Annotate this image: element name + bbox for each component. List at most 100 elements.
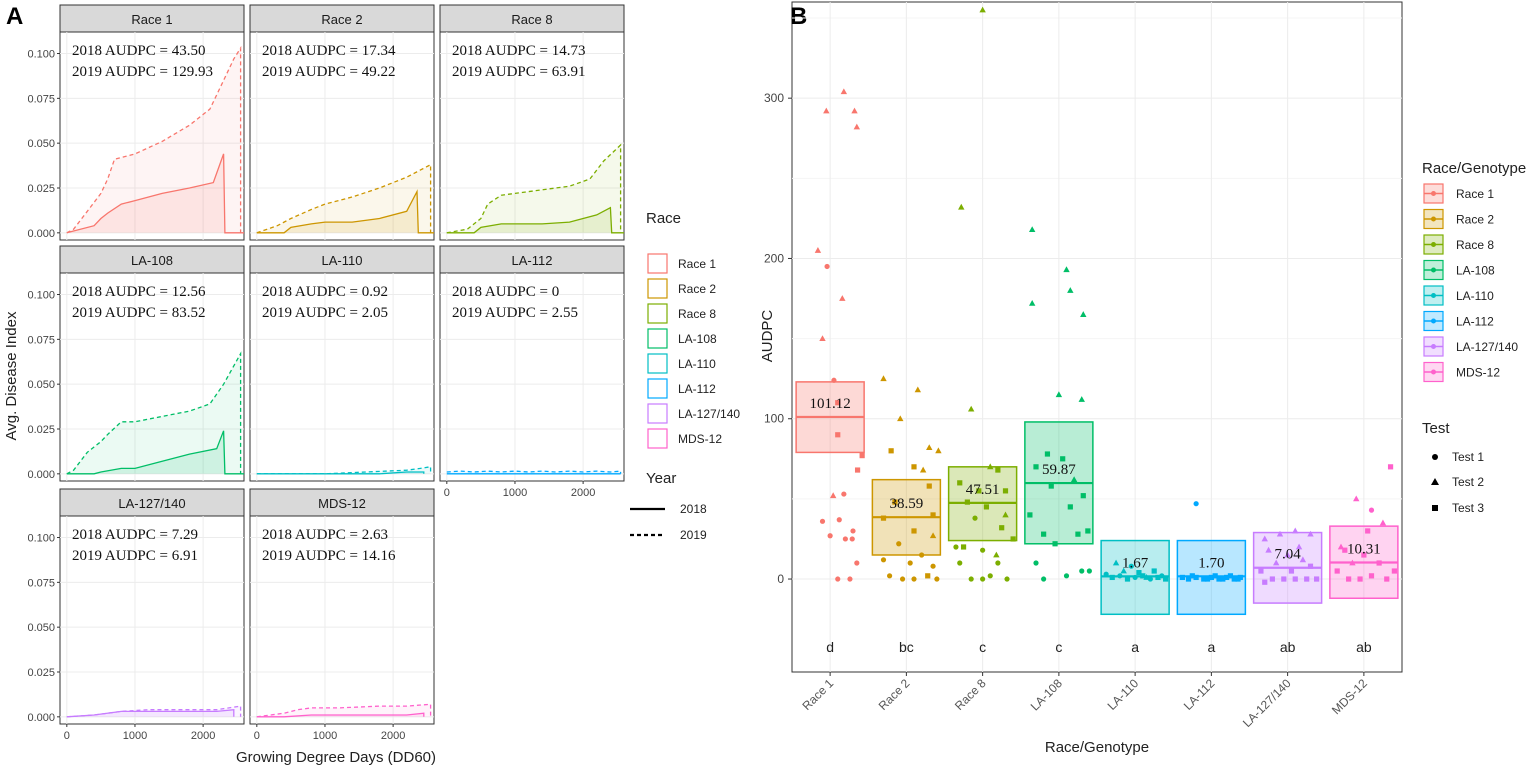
genotype-legend-label-0: Race 1 [1456, 187, 1494, 201]
facet-5-line-2019 [446, 470, 622, 474]
group-3-point-4 [1080, 311, 1087, 317]
facet-0-ytick-label-4: 0.100 [27, 49, 55, 61]
facet-3-audpc-2018: 2018 AUDPC = 12.56 [72, 284, 206, 300]
group-5-point-1 [1179, 574, 1185, 581]
group-5-point-7 [1224, 574, 1230, 581]
facet-2-line-2019 [446, 143, 622, 234]
group-4-point-4 [1132, 574, 1138, 581]
group-6-point-12 [1314, 576, 1320, 582]
group-3-point-20 [1033, 560, 1039, 566]
test-legend-label-1: Test 1 [1452, 450, 1484, 464]
group-0-xtick-label: Race 1 [799, 676, 836, 713]
group-0-point-8 [851, 107, 858, 114]
group-6-point-13 [1262, 579, 1268, 585]
group-4-point-14 [1128, 563, 1134, 569]
facet-0-plot-bg [59, 31, 245, 241]
group-2-point-15 [980, 547, 986, 553]
facet-1-audpc-2019: 2019 AUDPC = 49.22 [262, 64, 395, 80]
panel-a-xlabel: Growing Degree Days (DD60) [236, 749, 436, 766]
test-legend-label-2: Test 2 [1452, 475, 1484, 489]
race-legend-key-3 [647, 328, 668, 349]
facet-6-xtick-label-1: 1000 [123, 730, 147, 742]
group-2-point-21 [1004, 576, 1010, 582]
group-0-point-9 [853, 123, 861, 130]
facet-3-ytick-label-2: 0.050 [27, 379, 55, 391]
group-2-point-14 [960, 544, 967, 550]
group-0-point-5 [824, 263, 830, 270]
group-5-point-10 [1189, 573, 1195, 579]
group-0-point-6 [814, 247, 822, 253]
group-2-point-9 [983, 504, 990, 510]
group-4-point-8 [1112, 559, 1120, 566]
group-7-point-13 [1349, 559, 1356, 566]
group-7-point-11 [1384, 576, 1390, 582]
facet-2-area-2019 [446, 145, 621, 233]
group-2-letter: c [979, 639, 986, 655]
facet-3-ytick-label-1: 0.025 [27, 424, 55, 436]
group-3-point-21 [1079, 568, 1085, 574]
group-6-point-7 [1258, 568, 1264, 574]
group-7-point-15 [1342, 547, 1348, 553]
group-3-point-18 [1052, 541, 1058, 547]
group-3-point-1 [1028, 299, 1036, 306]
group-0-point-17 [842, 536, 848, 542]
group-1-point-2 [897, 415, 904, 422]
race-legend-label-5: LA-112 [678, 382, 716, 396]
group-6-point-17 [1272, 559, 1280, 566]
group-6-point-11 [1304, 576, 1310, 582]
group-6-point-1 [1276, 530, 1284, 537]
facet-0-strip-label: Race 1 [131, 12, 172, 27]
group-1-point-14 [896, 541, 902, 547]
group-5-point-15 [1235, 576, 1241, 582]
group-0-point-4 [819, 335, 826, 342]
race-legend-label-0: Race 1 [678, 257, 716, 271]
facet-3-ytick-label-0: 0.000 [27, 469, 55, 481]
facet-7-audpc-2019: 2019 AUDPC = 14.16 [262, 548, 396, 564]
group-0-point-21 [827, 533, 833, 539]
facet-3-plot-bg [59, 272, 245, 482]
group-6-point-9 [1281, 576, 1287, 582]
group-1-point-1 [914, 386, 922, 393]
group-5-point-2 [1185, 576, 1192, 582]
facet-3-area-2019 [66, 353, 241, 474]
facet-4-line-2019 [256, 465, 432, 475]
facet-0-strip [59, 4, 245, 33]
group-6-point-8 [1269, 576, 1275, 582]
group-1-point-16 [930, 563, 936, 569]
facet-4-plot-bg [249, 272, 435, 482]
panel-b-xlabel: Race/Genotype [1045, 739, 1149, 756]
group-0-point-0 [835, 576, 841, 582]
group-5-point-14 [1204, 576, 1211, 582]
group-2-point-13 [1010, 536, 1016, 542]
facet-6-xtick-label-2: 2000 [191, 730, 215, 742]
facet-2-plot-bg [439, 31, 625, 241]
panel-b-ytick-label-2: 200 [764, 251, 784, 265]
race-legend-key-0 [647, 253, 668, 274]
group-1-point-3 [926, 444, 933, 450]
genotype-legend-label-4: LA-110 [1456, 289, 1494, 303]
facet-2-line-2018 [446, 206, 624, 234]
group-1-xtick-label: Race 2 [876, 676, 913, 713]
panel-a-legend-year-title: Year [646, 470, 676, 487]
group-1-point-17 [887, 573, 893, 579]
test-legend-square [1432, 505, 1438, 511]
facet-3-audpc-2019: 2019 AUDPC = 83.52 [72, 305, 205, 321]
group-5-point-11 [1212, 573, 1218, 579]
panel-b-ylabel: AUDPC [759, 310, 776, 363]
group-5-mean-label: 1.70 [1198, 555, 1224, 571]
panel-b-legend-test-title: Test [1422, 420, 1450, 437]
group-4-xtick-label: LA-110 [1105, 676, 1142, 713]
facet-5-xtick-label-0: 0 [444, 487, 450, 499]
facet-3-line-2018 [66, 430, 244, 475]
facet-7-strip [249, 488, 435, 517]
genotype-legend-label-3: LA-108 [1456, 264, 1495, 278]
group-4-point-11 [1143, 574, 1150, 580]
facet-7-line-2018 [256, 712, 425, 718]
facet-5-plot-bg [439, 272, 625, 482]
group-2-point-16 [995, 560, 1001, 566]
group-3-point-7 [1044, 451, 1051, 457]
group-0-point-16 [836, 517, 842, 523]
race-legend-label-4: LA-110 [678, 357, 716, 371]
test-legend-circle [1432, 454, 1438, 460]
